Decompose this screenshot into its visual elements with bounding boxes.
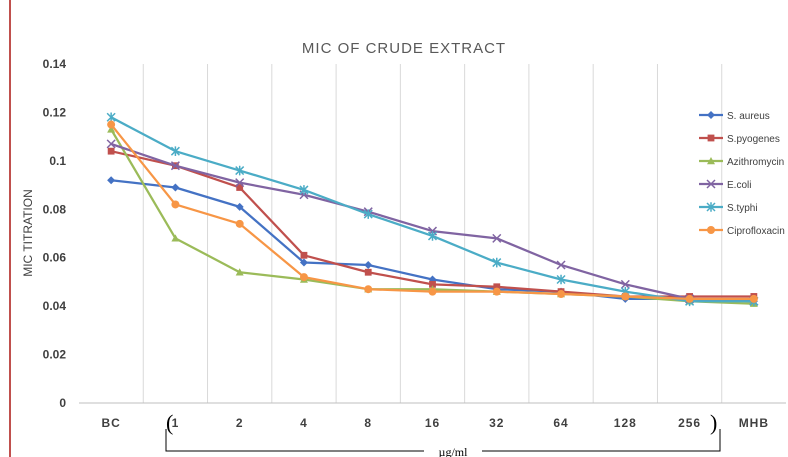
data-point bbox=[429, 280, 436, 288]
data-point bbox=[235, 219, 244, 228]
data-point bbox=[706, 202, 716, 212]
data-point bbox=[170, 161, 180, 171]
x-tick-label: 64 bbox=[553, 416, 568, 430]
x-tick-label: BC bbox=[101, 416, 120, 430]
data-point bbox=[556, 260, 566, 270]
series-layer bbox=[106, 112, 759, 307]
data-point bbox=[492, 233, 502, 243]
legend-item: E.coli bbox=[699, 179, 751, 191]
y-tick-label: 0 bbox=[59, 396, 66, 410]
data-point bbox=[707, 134, 715, 142]
axes: 0 0.02 0.04 0.06 0.08 0.1 0.12 0.14 BC 1 2 4 8 16 32 64… bbox=[43, 57, 786, 430]
series-ciprofloxacin bbox=[107, 120, 758, 303]
data-point bbox=[235, 268, 244, 276]
data-point bbox=[107, 176, 116, 185]
data-point bbox=[707, 111, 715, 119]
x-tick-label: MHB bbox=[739, 416, 769, 430]
grid bbox=[142, 64, 723, 403]
data-point bbox=[171, 234, 180, 242]
data-point bbox=[620, 279, 630, 289]
legend-item: Ciprofloxacin bbox=[699, 226, 785, 237]
data-point bbox=[300, 251, 308, 259]
data-point bbox=[235, 165, 245, 176]
y-tick-label: 0.04 bbox=[43, 299, 67, 313]
unit-bracket: ( ) µg/ml bbox=[165, 410, 721, 457]
x-tick-label: 8 bbox=[364, 416, 372, 430]
y-tick-label: 0.14 bbox=[43, 57, 67, 71]
data-point bbox=[707, 157, 715, 165]
data-point bbox=[236, 184, 244, 191]
legend-item: S. aureus bbox=[699, 111, 770, 122]
data-point bbox=[493, 283, 501, 291]
data-point bbox=[557, 290, 566, 299]
y-tick-label: 0.02 bbox=[43, 348, 67, 362]
x-tick-label: 2 bbox=[236, 416, 244, 430]
data-point bbox=[749, 294, 758, 303]
chart-frame bbox=[9, 0, 788, 457]
data-point bbox=[299, 273, 308, 282]
legend-label: S. aureus bbox=[727, 111, 770, 122]
y-tick-label: 0.06 bbox=[43, 251, 67, 265]
open-paren: ( bbox=[166, 410, 173, 435]
legend-label: S.pyogenes bbox=[727, 134, 780, 145]
data-point bbox=[364, 268, 372, 276]
data-point bbox=[106, 112, 116, 123]
data-point bbox=[235, 202, 244, 211]
data-point bbox=[171, 183, 180, 192]
chart-title: MIC OF CRUDE EXTRACT bbox=[302, 40, 506, 57]
data-point bbox=[171, 200, 180, 209]
data-point bbox=[492, 257, 502, 268]
x-tick-label: 16 bbox=[425, 416, 440, 430]
data-point bbox=[556, 274, 566, 285]
close-paren: ) bbox=[710, 410, 717, 435]
x-tick-label: 32 bbox=[489, 416, 504, 430]
data-point bbox=[706, 179, 716, 189]
x-tick-label: 1 bbox=[172, 416, 180, 430]
data-point bbox=[299, 258, 308, 267]
data-point bbox=[299, 185, 309, 195]
data-point bbox=[107, 147, 115, 155]
data-point bbox=[621, 292, 630, 301]
unit-label: µg/ml bbox=[439, 445, 469, 457]
legend-item: S.pyogenes bbox=[699, 134, 780, 145]
x-tick-label: 128 bbox=[614, 416, 637, 430]
y-axis-label: MIC TITRATION bbox=[21, 189, 35, 277]
legend: S. aureus S.pyogenes Azithromycin E.coli S.t… bbox=[699, 111, 785, 237]
data-point bbox=[428, 287, 437, 296]
data-point bbox=[364, 260, 373, 269]
data-point bbox=[107, 125, 116, 133]
data-point bbox=[170, 146, 180, 156]
legend-label: Ciprofloxacin bbox=[727, 226, 785, 237]
data-point bbox=[707, 226, 715, 234]
legend-item: Azithromycin bbox=[699, 157, 784, 168]
data-point bbox=[235, 178, 245, 188]
x-tick-label: 4 bbox=[300, 416, 308, 430]
data-point bbox=[364, 285, 373, 294]
data-point bbox=[492, 287, 501, 296]
legend-label: Azithromycin bbox=[727, 157, 784, 168]
data-point bbox=[107, 120, 116, 129]
data-point bbox=[106, 139, 116, 149]
legend-label: E.coli bbox=[727, 180, 751, 191]
legend-item: S.typhi bbox=[699, 202, 758, 214]
y-tick-label: 0.12 bbox=[43, 105, 67, 119]
legend-label: S.typhi bbox=[727, 203, 758, 214]
data-point bbox=[363, 209, 373, 219]
y-tick-label: 0.08 bbox=[43, 202, 67, 216]
data-point bbox=[427, 231, 438, 241]
data-point bbox=[685, 294, 694, 303]
y-tick-label: 0.1 bbox=[49, 154, 66, 168]
x-tick-label: 256 bbox=[678, 416, 701, 430]
bracket-line bbox=[165, 429, 721, 452]
